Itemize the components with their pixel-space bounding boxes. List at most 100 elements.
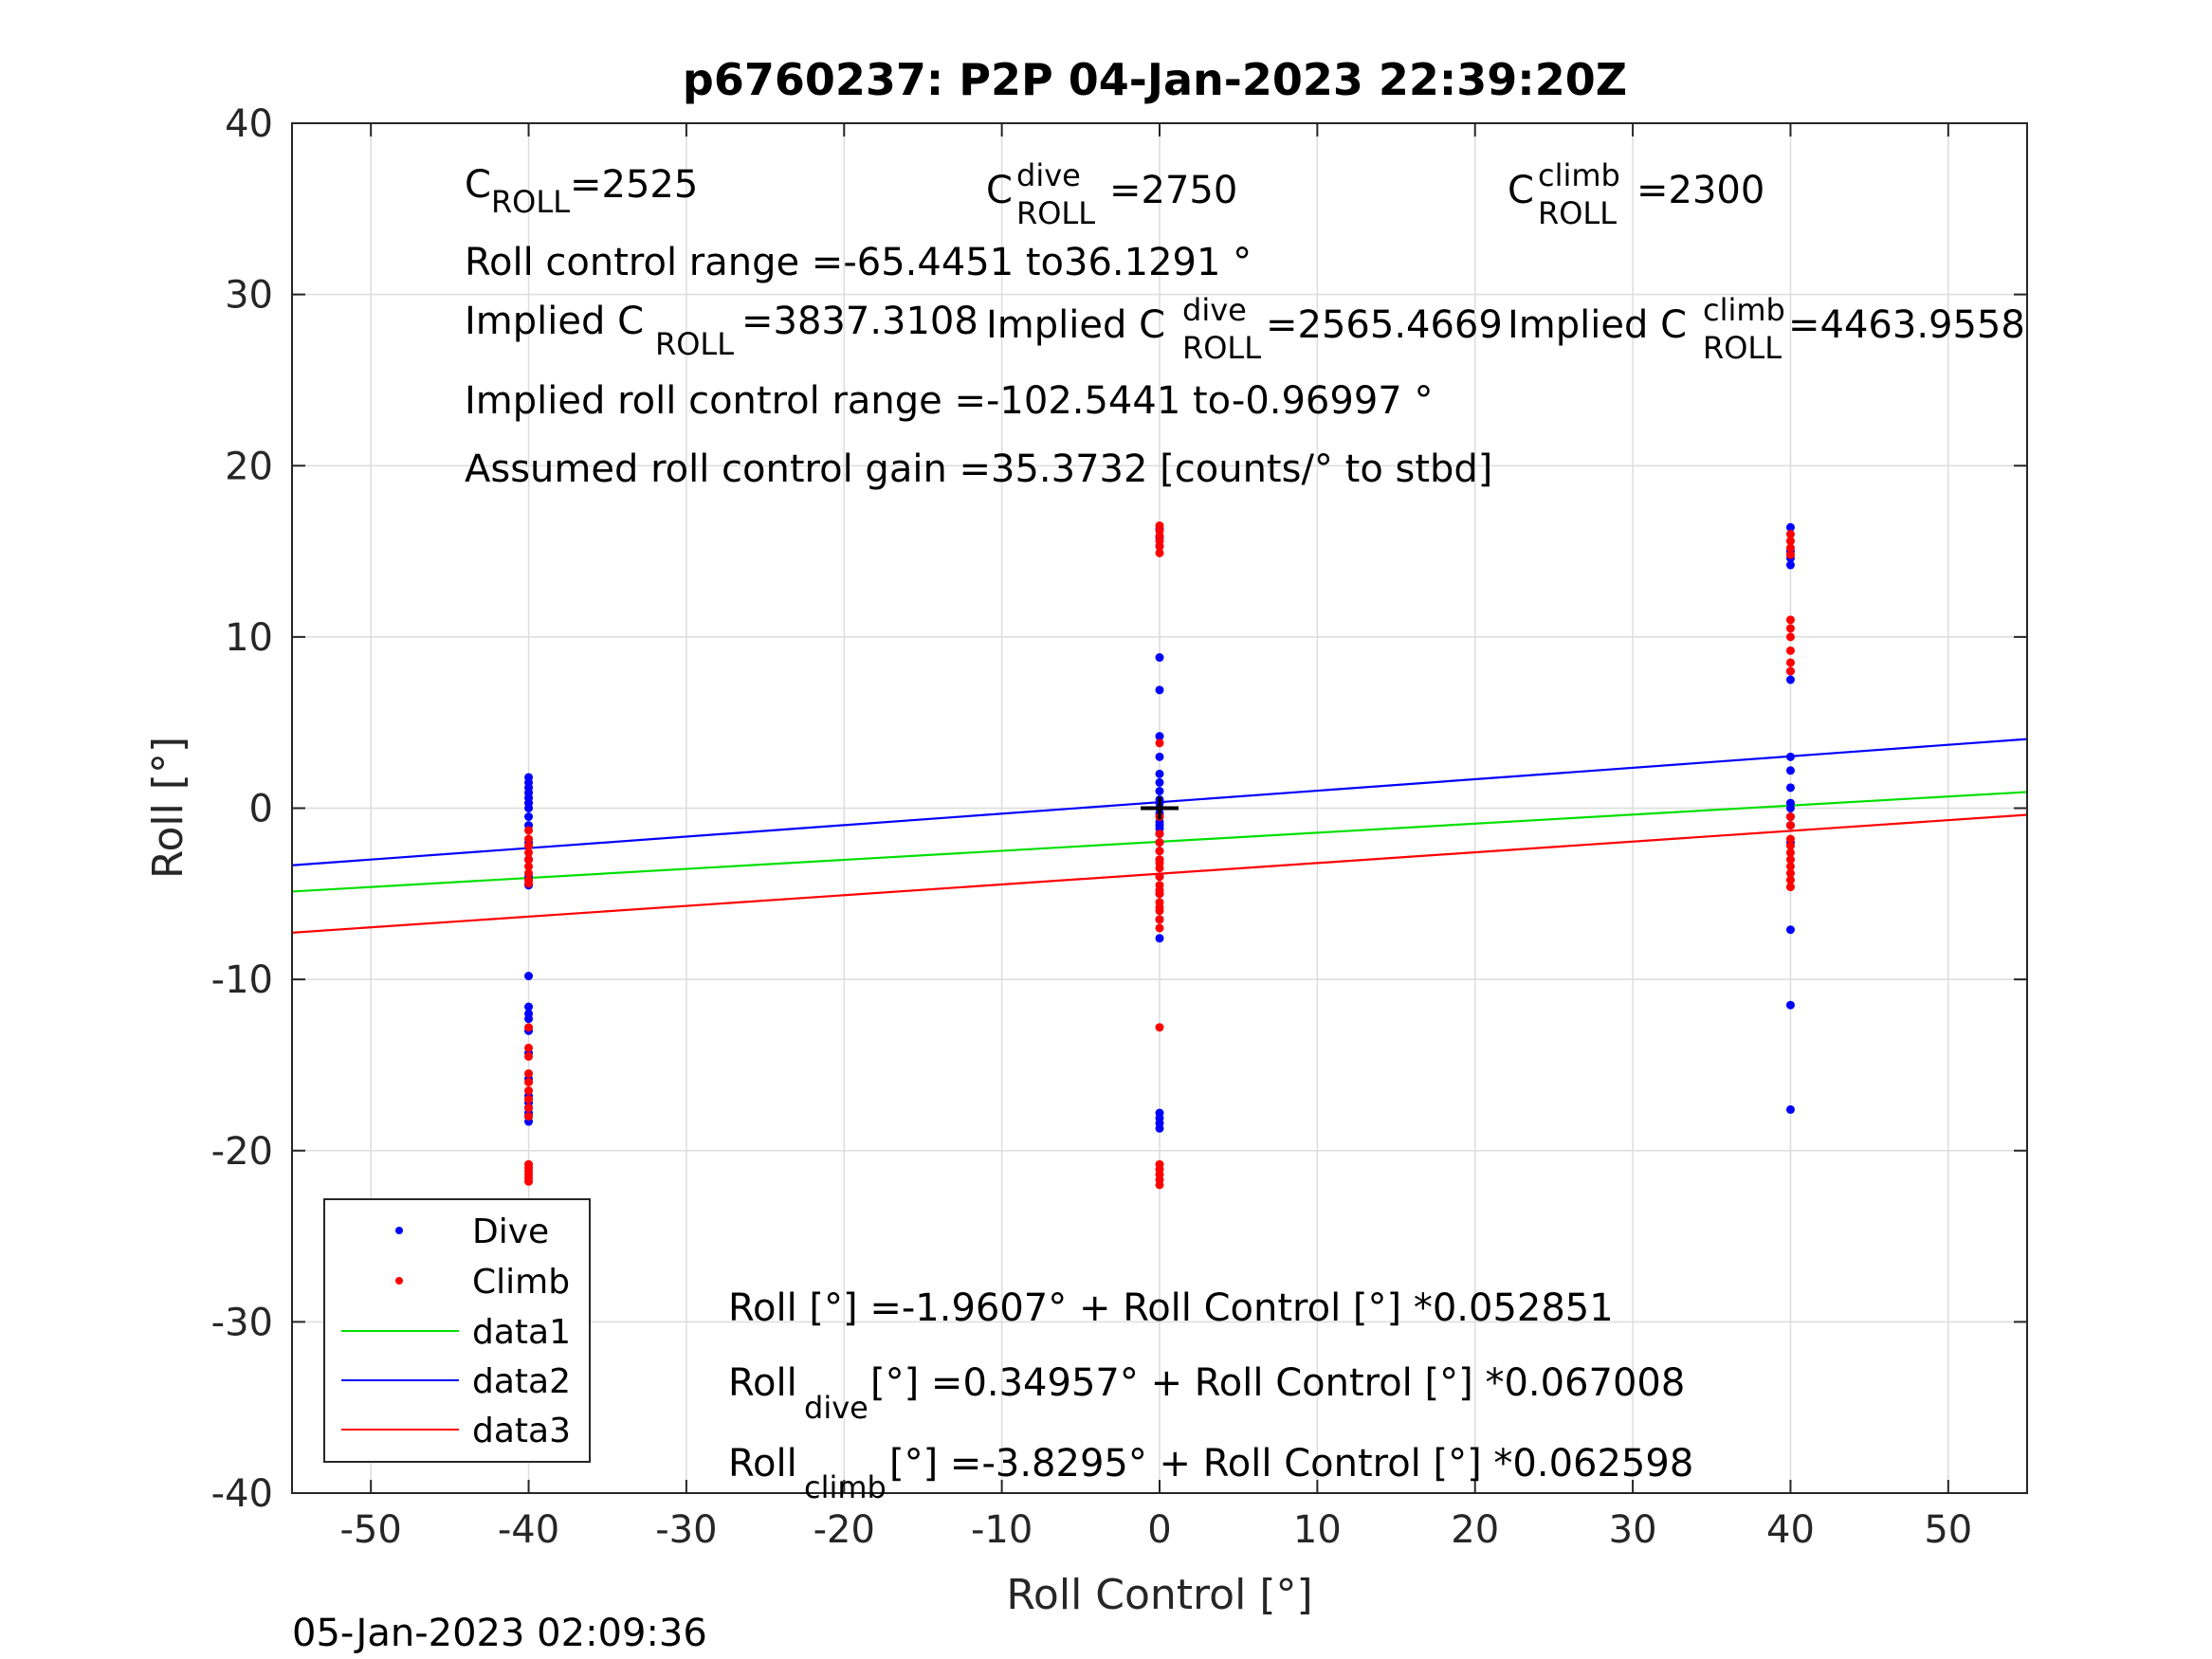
point-dive <box>1785 1000 1795 1010</box>
point-climb <box>1785 624 1795 633</box>
point-climb <box>1155 923 1164 933</box>
point-climb <box>524 855 534 865</box>
data-points <box>524 520 1795 1190</box>
annotation-fit-all: Roll [°] =-1.9607° + Roll Control [°] *0… <box>728 1286 1614 1330</box>
point-dive <box>1155 1123 1164 1133</box>
point-climb <box>1785 821 1795 830</box>
point-climb <box>524 848 534 857</box>
point-climb <box>1785 868 1795 878</box>
y-tick-label: 20 <box>225 445 273 488</box>
y-tick-label: -20 <box>211 1130 273 1174</box>
point-dive <box>524 1002 534 1012</box>
point-dive <box>1155 777 1164 787</box>
point-dive <box>1155 752 1164 761</box>
point-climb <box>1785 883 1795 892</box>
y-tick-label: -30 <box>211 1301 273 1344</box>
y-axis-label: Roll [°] <box>144 737 192 879</box>
annotation-implied-c-roll: Implied C ROLL =3837.3108 <box>465 300 978 364</box>
x-tick-label: 30 <box>1609 1508 1657 1552</box>
annotation-fit-climb: Roll climb [°] =-3.8295° + Roll Control … <box>728 1442 1693 1507</box>
legend-marker-dive <box>395 1227 403 1234</box>
point-dive <box>524 804 534 812</box>
point-dive <box>1785 1104 1795 1114</box>
legend-label-data1: data1 <box>472 1313 571 1352</box>
annotation-fit-dive: Roll dive [°] =0.34957° + Roll Control [… <box>728 1361 1685 1428</box>
point-climb <box>524 826 534 835</box>
legend: Dive Climb data1 data2 data3 <box>323 1198 591 1463</box>
point-climb <box>1155 885 1164 895</box>
point-climb <box>1785 666 1795 676</box>
point-dive <box>524 972 534 981</box>
legend-label-climb: Climb <box>472 1263 570 1302</box>
point-climb <box>1155 541 1164 551</box>
y-tick-label: 10 <box>225 616 273 660</box>
point-climb <box>524 834 534 844</box>
point-dive <box>1155 786 1164 795</box>
x-tick-label: 50 <box>1924 1508 1972 1552</box>
point-dive <box>1155 685 1164 695</box>
x-tick-label: -10 <box>971 1508 1033 1552</box>
x-tick-label: 20 <box>1451 1508 1499 1552</box>
point-climb <box>524 1103 534 1113</box>
x-tick-label: -40 <box>498 1508 559 1552</box>
x-tick-label: 40 <box>1766 1508 1815 1552</box>
timestamp: 05-Jan-2023 02:09:36 <box>292 1612 707 1655</box>
point-climb <box>1155 1180 1164 1190</box>
point-climb <box>1155 830 1164 839</box>
point-climb <box>1785 855 1795 865</box>
point-climb <box>524 1051 534 1061</box>
point-dive <box>1785 925 1795 935</box>
point-climb <box>1785 632 1795 642</box>
x-tick-label: 0 <box>1147 1508 1171 1552</box>
point-climb <box>524 1086 534 1096</box>
point-climb <box>524 868 534 878</box>
y-tick-label: 0 <box>249 788 273 831</box>
x-tick-label: -30 <box>655 1508 717 1552</box>
point-climb <box>524 1112 534 1121</box>
point-dive <box>1155 769 1164 778</box>
point-climb <box>524 1095 534 1104</box>
point-dive <box>1785 783 1795 793</box>
legend-label-data3: data3 <box>472 1412 571 1450</box>
point-climb <box>524 1078 534 1086</box>
y-tick-label: -40 <box>211 1472 273 1516</box>
point-climb <box>1155 872 1164 882</box>
point-climb <box>1785 646 1795 655</box>
annotation-roll-range: Roll control range =-65.4451 to36.1291 ° <box>465 241 1252 284</box>
point-climb <box>1785 537 1795 546</box>
point-climb <box>1155 915 1164 924</box>
point-climb <box>1785 543 1795 553</box>
x-tick-label: -20 <box>814 1508 875 1552</box>
point-climb <box>524 879 534 888</box>
point-climb <box>1155 858 1164 867</box>
annotation-c-roll-dive: C dive ROLL =2750 <box>986 152 1237 233</box>
plot-area-frame <box>291 122 2028 1494</box>
point-dive <box>1155 732 1164 741</box>
point-climb <box>524 1176 534 1186</box>
x-tick-label: -50 <box>340 1508 402 1552</box>
point-dive <box>1785 804 1795 812</box>
point-climb <box>1155 847 1164 856</box>
point-climb <box>524 1068 534 1078</box>
y-tick-label: 30 <box>225 274 273 318</box>
origin-marker <box>1141 796 1179 820</box>
point-climb <box>1785 615 1795 625</box>
point-climb <box>1785 834 1795 844</box>
point-climb <box>1155 1023 1164 1032</box>
point-climb <box>524 841 534 850</box>
annotation-gain: Assumed roll control gain =35.3732 [coun… <box>465 447 1492 491</box>
point-climb <box>1785 658 1795 667</box>
point-climb <box>1785 848 1795 857</box>
legend-marker-climb <box>395 1277 403 1285</box>
point-climb <box>524 1043 534 1052</box>
point-dive <box>1155 653 1164 663</box>
point-dive <box>1785 766 1795 775</box>
point-dive <box>524 812 534 822</box>
x-axis-label: Roll Control [°] <box>1006 1571 1312 1619</box>
point-climb <box>1785 812 1795 822</box>
point-climb <box>1155 902 1164 912</box>
point-dive <box>1785 675 1795 684</box>
point-climb <box>1785 841 1795 850</box>
point-climb <box>524 862 534 871</box>
point-climb <box>1155 838 1164 848</box>
